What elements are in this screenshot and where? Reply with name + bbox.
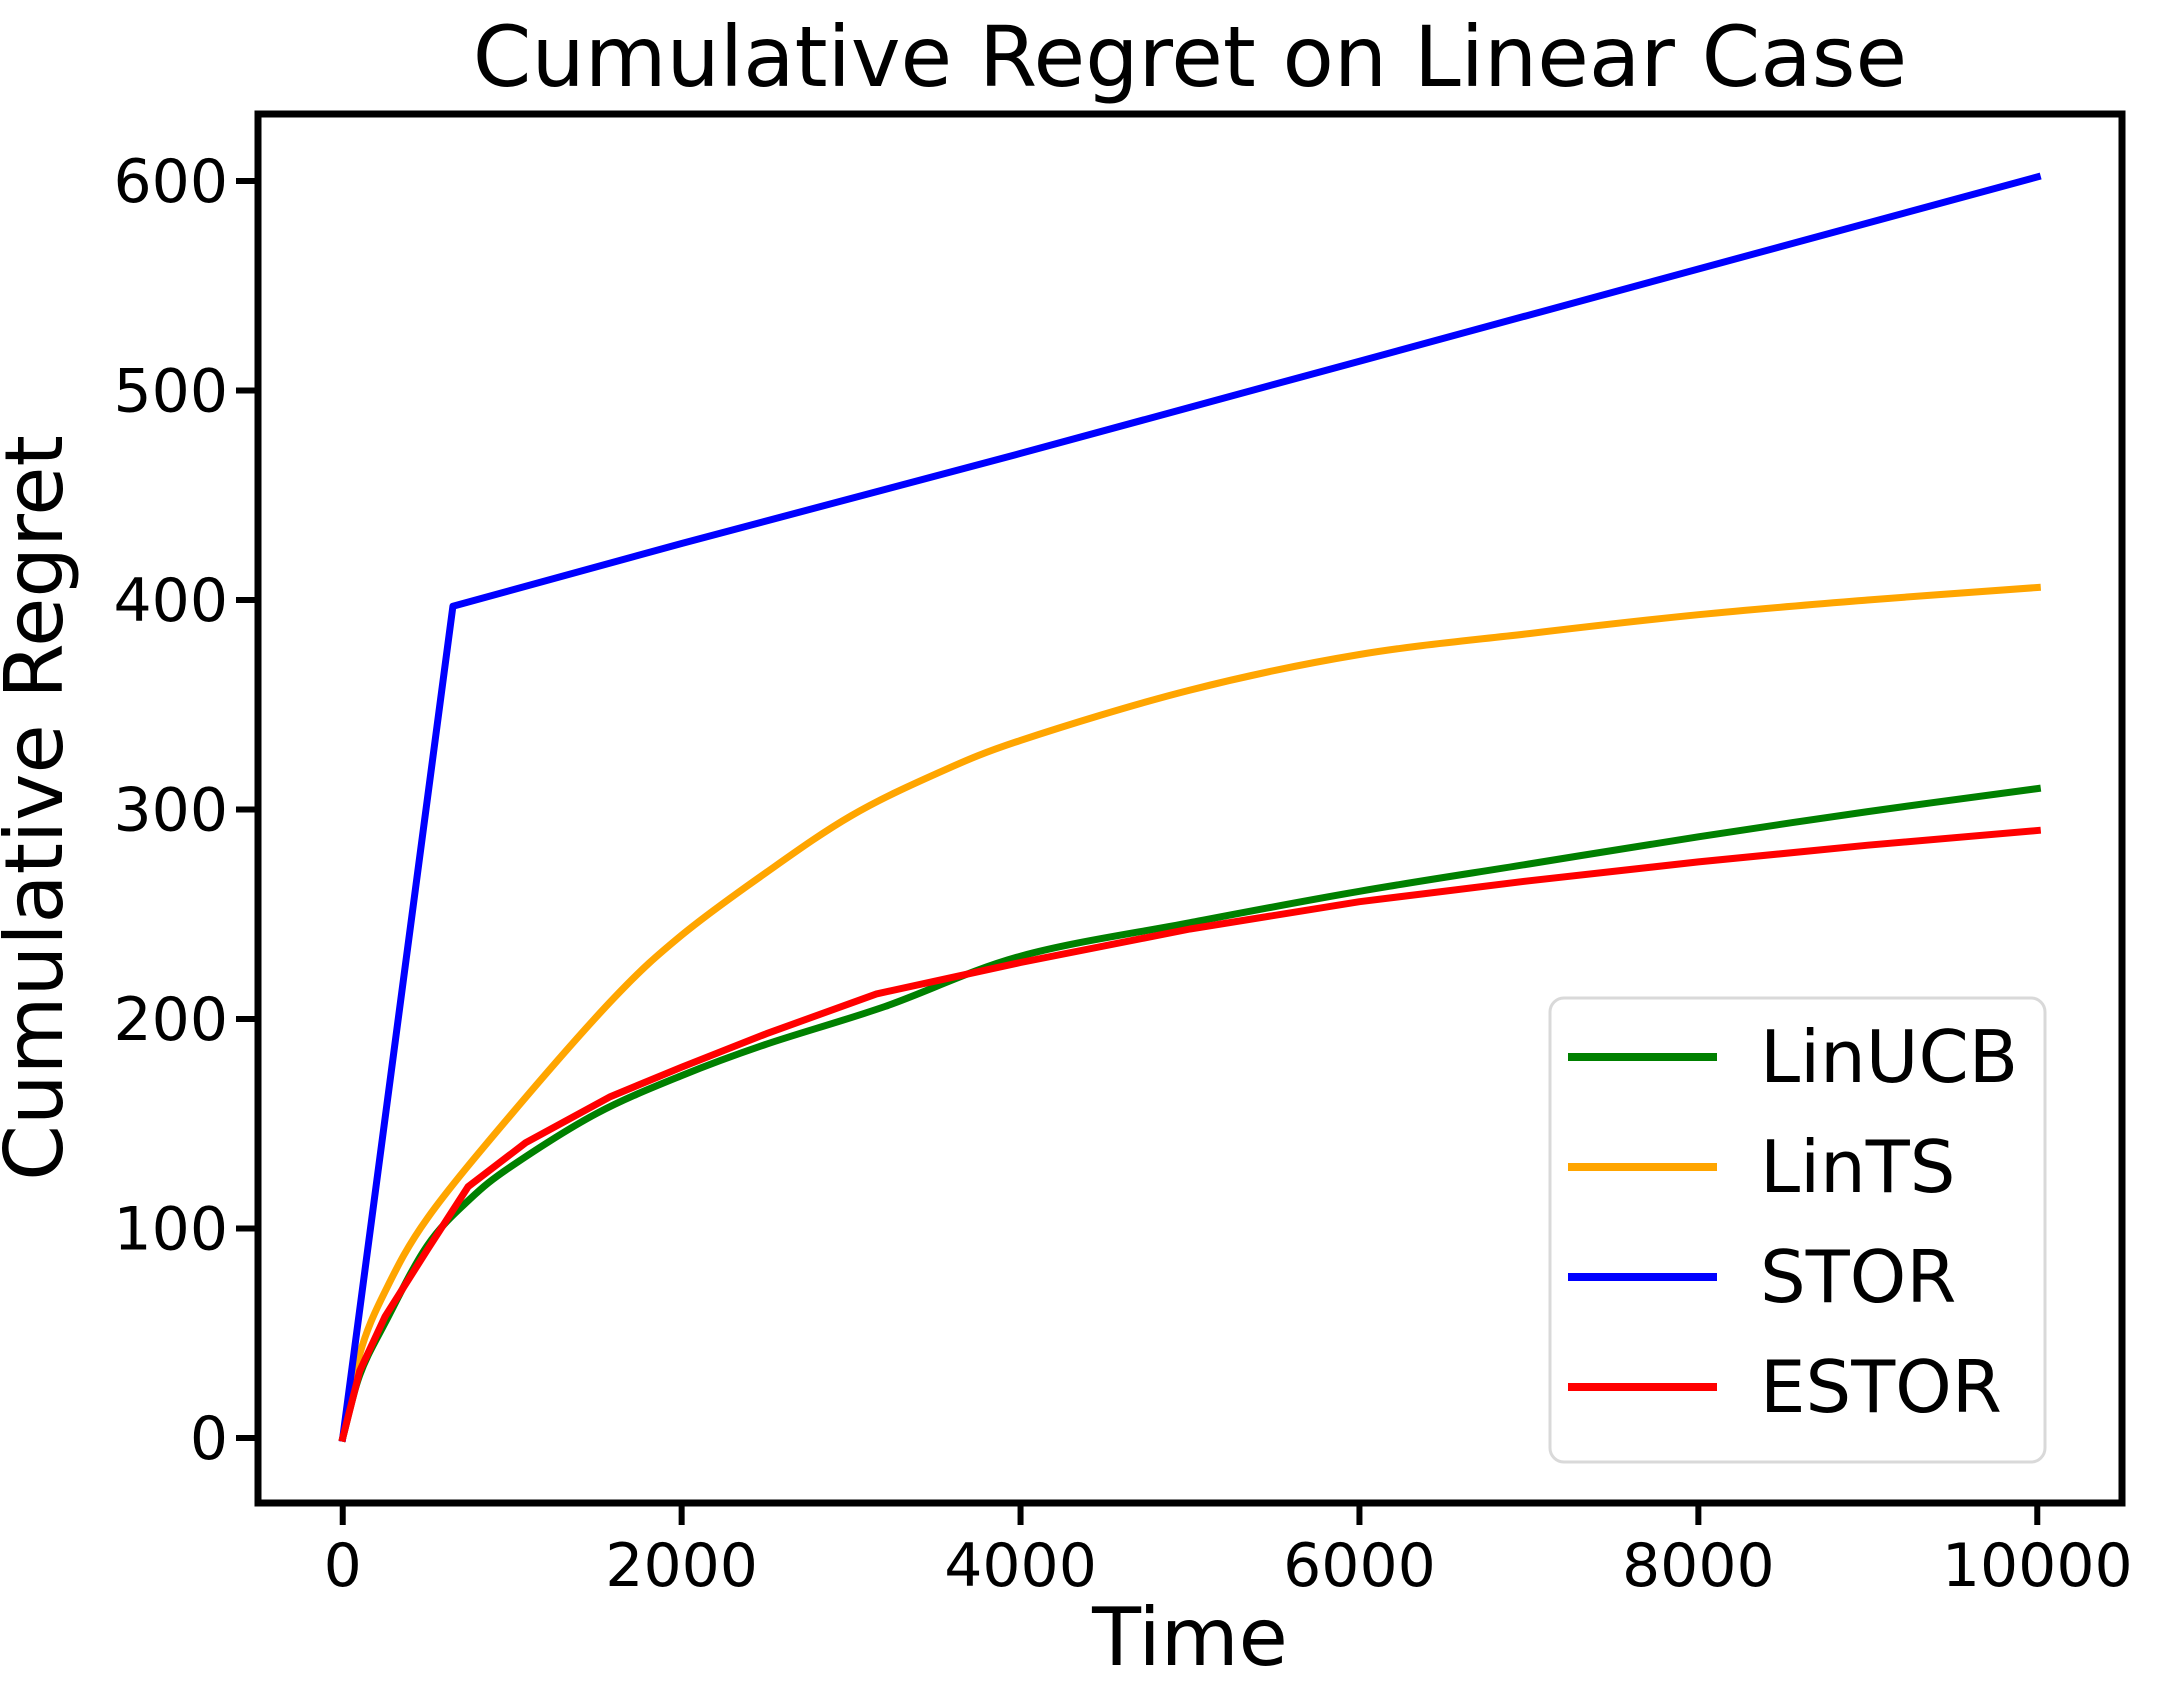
series-line-LinTS bbox=[338, 583, 2042, 1443]
x-axis-label: Time bbox=[1091, 1591, 1288, 1684]
y-axis-label: Cumulative Regret bbox=[0, 435, 81, 1181]
series-line-ESTOR bbox=[338, 826, 2042, 1443]
y-tick-label: 400 bbox=[113, 566, 228, 636]
legend-box bbox=[1548, 996, 2047, 1464]
y-tick-label: 0 bbox=[190, 1404, 228, 1474]
y-tick-label: 600 bbox=[113, 147, 228, 217]
plot-border bbox=[254, 110, 2126, 1507]
x-tick-label: 6000 bbox=[1283, 1531, 1436, 1601]
x-tick-label: 4000 bbox=[944, 1531, 1097, 1601]
x-tick-label: 2000 bbox=[605, 1531, 758, 1601]
series-lines bbox=[338, 172, 2042, 1443]
legend-label-ESTOR: ESTOR bbox=[1760, 1345, 2002, 1429]
x-tick-label: 10000 bbox=[1942, 1531, 2133, 1601]
x-tick-label: 8000 bbox=[1622, 1531, 1775, 1601]
y-tick-label: 300 bbox=[113, 776, 228, 846]
legend: LinUCB LinTS STOR ESTOR bbox=[1548, 996, 2047, 1464]
legend-label-STOR: STOR bbox=[1760, 1235, 1956, 1319]
x-tick-label: 0 bbox=[324, 1531, 362, 1601]
axis-ticks: 0 2000 4000 6000 8000 10000 0 100 200 300 400 500 60… bbox=[113, 147, 2132, 1601]
legend-label-LinUCB: LinUCB bbox=[1760, 1015, 2018, 1099]
y-tick-label: 100 bbox=[113, 1195, 228, 1265]
legend-label-LinTS: LinTS bbox=[1760, 1125, 1955, 1209]
y-tick-label: 500 bbox=[113, 357, 228, 427]
series-line-STOR bbox=[338, 172, 2042, 1443]
chart-title: Cumulative Regret on Linear Case bbox=[473, 8, 1907, 106]
y-tick-label: 200 bbox=[113, 985, 228, 1055]
